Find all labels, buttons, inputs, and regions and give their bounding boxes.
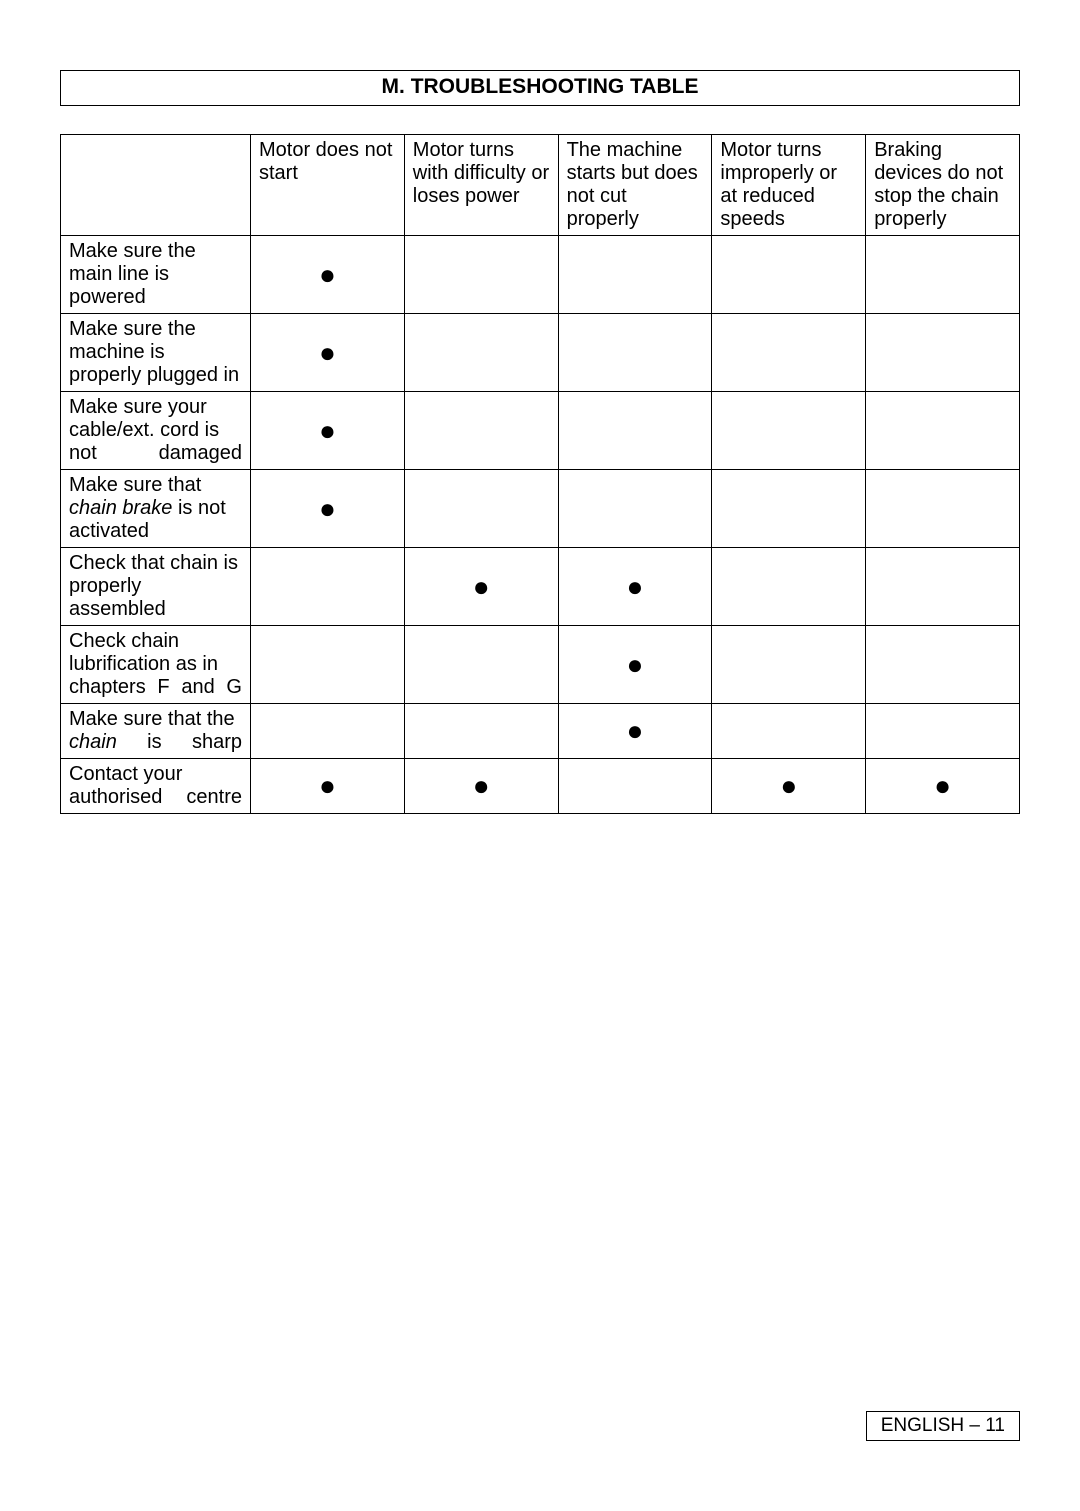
header-col-1: Motor does not start — [251, 135, 405, 236]
dot-cell — [558, 314, 712, 392]
dot-cell — [712, 236, 866, 314]
row-label: Check chain lubrification as in chapters… — [61, 626, 251, 704]
dot-cell — [712, 548, 866, 626]
dot-cell — [558, 392, 712, 470]
table-row: Make sure your cable/ext. cord is not da… — [61, 392, 1020, 470]
dot-cell — [866, 548, 1020, 626]
header-col-4: Motor turns improperly or at reduced spe… — [712, 135, 866, 236]
document-page: M. TROUBLESHOOTING TABLE Motor does not … — [0, 0, 1080, 1511]
table-row: Make sure that the chain is sharp ● — [61, 704, 1020, 759]
dot-cell — [251, 548, 405, 626]
dot-cell — [866, 314, 1020, 392]
dot-cell: ● — [558, 626, 712, 704]
row-label: Make sure your cable/ext. cord is not da… — [61, 392, 251, 470]
dot-cell: ● — [251, 236, 405, 314]
table-row: Check that chain is properly assembled ●● — [61, 548, 1020, 626]
dot-cell: ● — [558, 704, 712, 759]
dot-cell: ● — [558, 548, 712, 626]
dot-cell — [404, 470, 558, 548]
page-footer: ENGLISH – 11 — [866, 1411, 1020, 1441]
dot-cell — [866, 704, 1020, 759]
dot-cell — [251, 704, 405, 759]
dot-cell — [404, 236, 558, 314]
row-label: Check that chain is properly assembled — [61, 548, 251, 626]
row-label: Make sure the machine is properly plugge… — [61, 314, 251, 392]
dot-cell: ● — [251, 470, 405, 548]
dot-cell — [712, 704, 866, 759]
dot-cell — [404, 626, 558, 704]
dot-cell: ● — [251, 314, 405, 392]
dot-cell — [558, 759, 712, 814]
header-col-3: The machine starts but does not cut prop… — [558, 135, 712, 236]
dot-cell — [404, 314, 558, 392]
dot-cell — [866, 392, 1020, 470]
troubleshooting-table: Motor does not start Motor turns with di… — [60, 134, 1020, 814]
dot-cell: ● — [251, 759, 405, 814]
row-label: Make sure that chain brake is not activa… — [61, 470, 251, 548]
dot-cell: ● — [251, 392, 405, 470]
header-blank — [61, 135, 251, 236]
table-row: Check chain lubrification as in chapters… — [61, 626, 1020, 704]
table-row: Make sure that chain brake is not activa… — [61, 470, 1020, 548]
table-body: Make sure the main line is powered●Make … — [61, 236, 1020, 814]
table-row: Make sure the main line is powered● — [61, 236, 1020, 314]
dot-cell — [712, 626, 866, 704]
dot-cell — [251, 626, 405, 704]
header-col-2: Motor turns with difficulty or loses pow… — [404, 135, 558, 236]
table-row: Contact your authorised centre●●●● — [61, 759, 1020, 814]
dot-cell: ● — [712, 759, 866, 814]
dot-cell — [866, 236, 1020, 314]
row-label: Make sure that the chain is sharp — [61, 704, 251, 759]
table-header: Motor does not start Motor turns with di… — [61, 135, 1020, 236]
dot-cell — [866, 470, 1020, 548]
dot-cell — [712, 392, 866, 470]
dot-cell — [404, 704, 558, 759]
dot-cell — [404, 392, 558, 470]
dot-cell — [558, 236, 712, 314]
dot-cell: ● — [404, 759, 558, 814]
row-label: Make sure the main line is powered — [61, 236, 251, 314]
row-label: Contact your authorised centre — [61, 759, 251, 814]
header-col-5: Braking devices do not stop the chain pr… — [866, 135, 1020, 236]
dot-cell: ● — [404, 548, 558, 626]
dot-cell — [558, 470, 712, 548]
dot-cell: ● — [866, 759, 1020, 814]
dot-cell — [712, 314, 866, 392]
dot-cell — [712, 470, 866, 548]
section-title: M. TROUBLESHOOTING TABLE — [60, 70, 1020, 106]
table-row: Make sure the machine is properly plugge… — [61, 314, 1020, 392]
dot-cell — [866, 626, 1020, 704]
